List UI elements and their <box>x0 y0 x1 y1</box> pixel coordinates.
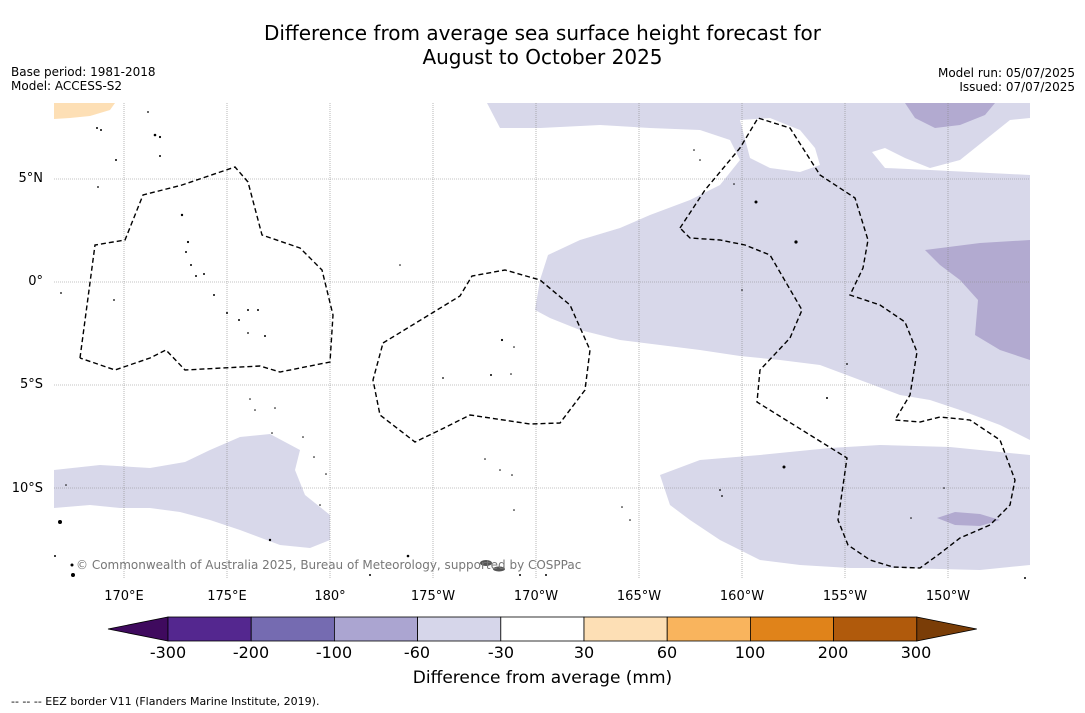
colorbar-segment <box>500 616 585 642</box>
anomaly-region-north-east <box>487 103 1030 440</box>
colorbar-tick: 200 <box>817 643 849 662</box>
colorbar-segment <box>750 616 835 642</box>
eez-borders <box>79 117 1016 569</box>
lat-label: 5°N <box>18 171 44 186</box>
eez-border-central <box>372 269 591 443</box>
lon-label: 150°W <box>925 589 971 604</box>
colorbar-tick: 60 <box>656 643 678 662</box>
colorbar-label: Difference from average (mm) <box>412 668 673 688</box>
eez-footnote: -- -- -- EEZ border V11 (Flanders Marine… <box>11 695 320 708</box>
colorbar-tick: -30 <box>487 643 515 662</box>
lat-label: 0° <box>28 274 43 289</box>
anomaly-patch-orange <box>54 103 115 119</box>
colorbar-segment <box>666 616 751 642</box>
colorbar-segment <box>333 616 418 642</box>
lon-label: 180° <box>314 589 346 604</box>
anomaly-patch-dark-2 <box>925 240 1030 360</box>
copyright-notice: © Commonwealth of Australia 2025, Bureau… <box>76 558 582 572</box>
colorbar-tick: 100 <box>734 643 766 662</box>
model-run-text: Model run: 05/07/2025 <box>937 66 1075 80</box>
colorbar-tick: -100 <box>315 643 353 662</box>
model-text: Model: ACCESS-S2 <box>11 79 123 93</box>
lon-label: 155°W <box>822 589 868 604</box>
colorbar-tick: 30 <box>573 643 595 662</box>
colorbar-tick: -300 <box>149 643 187 662</box>
colorbar-segment <box>583 616 668 642</box>
anomaly-patch-dark-1 <box>905 103 995 128</box>
colorbar-extend-high <box>916 616 977 642</box>
colorbar-segment <box>250 616 335 642</box>
map-title-line-1: Difference from average sea surface heig… <box>263 21 822 45</box>
lat-label: 10°S <box>11 481 43 496</box>
right-metadata: Model run: 05/07/2025 Issued: 07/07/2025 <box>938 66 1075 94</box>
lon-label: 165°W <box>616 589 662 604</box>
anomaly-region-south-west <box>54 434 330 548</box>
issued-text: Issued: 07/07/2025 <box>959 80 1075 94</box>
colorbar-segment <box>833 616 918 642</box>
eez-border-west <box>79 166 334 373</box>
eez-border-east <box>679 117 1016 569</box>
anomaly-region-north-east-hole <box>740 118 820 172</box>
colorbar <box>107 616 977 642</box>
lon-label: 170°E <box>104 589 144 604</box>
colorbar-tick: -60 <box>403 643 431 662</box>
lon-label: 175°W <box>410 589 456 604</box>
base-period-text: Base period: 1981-2018 <box>11 65 156 79</box>
colorbar-segment <box>417 616 502 642</box>
map-title-line-2: August to October 2025 <box>422 45 663 69</box>
colorbar-segment <box>167 616 252 642</box>
lat-label: 5°S <box>19 377 43 392</box>
islands <box>54 111 1026 579</box>
colorbar-extend-low <box>107 616 169 642</box>
left-metadata: Base period: 1981-2018 Model: ACCESS-S2 <box>11 65 156 93</box>
anomaly-patch-dark-3 <box>937 512 1000 526</box>
lon-label: 175°E <box>207 589 247 604</box>
lon-label: 170°W <box>513 589 559 604</box>
map-area <box>54 103 1030 579</box>
lon-label: 160°W <box>719 589 765 604</box>
colorbar-tick: -200 <box>232 643 270 662</box>
colorbar-tick: 300 <box>900 643 932 662</box>
